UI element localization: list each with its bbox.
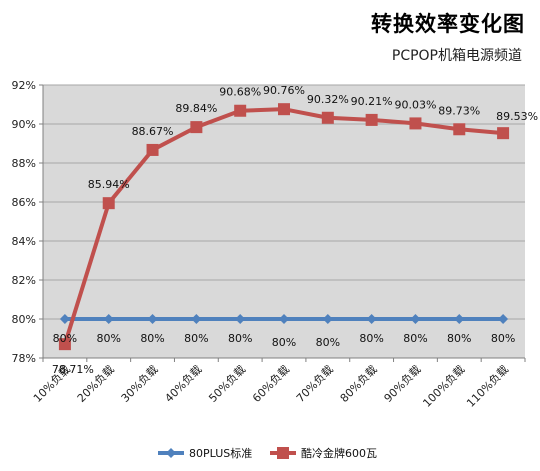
plot-area: [43, 85, 525, 358]
x-axis: 10%负载 20%负载 30%负载 40%负载 50%负载 60%负载 70%负载 80%负载…: [30, 357, 526, 410]
data-label: 90.21%: [351, 95, 393, 108]
series-1-point: [365, 113, 378, 126]
series-0-point: [454, 314, 465, 324]
y-tick-label: 84%: [12, 235, 36, 248]
x-tick-label: 100%负载: [420, 362, 468, 410]
data-label: 88.67%: [132, 125, 174, 138]
data-label: 90.03%: [394, 98, 436, 111]
y-tick-label: 86%: [12, 196, 36, 209]
data-label: 90.68%: [219, 86, 261, 99]
series-0-point: [322, 314, 333, 324]
series-0-point: [191, 314, 202, 324]
x-tick-label: 70%负载: [293, 362, 336, 405]
series-0-point: [498, 314, 509, 324]
y-tick-label: 82%: [12, 274, 36, 287]
series-1-point: [409, 117, 422, 130]
series-1-point: [190, 121, 203, 134]
data-label: 80%: [53, 332, 77, 345]
series-1-point: [321, 111, 334, 124]
data-label: 80%: [272, 336, 296, 349]
series-0-point: [235, 314, 246, 324]
data-label: 80%: [184, 332, 208, 345]
data-label: 85.94%: [88, 178, 130, 191]
x-tick-label: 40%负载: [162, 362, 205, 405]
data-label: 80%: [491, 332, 515, 345]
data-label: 89.53%: [496, 110, 538, 123]
series-0-point: [103, 314, 114, 324]
series-1-point: [453, 123, 466, 136]
data-label: 80%: [228, 332, 252, 345]
legend-marker: [166, 448, 176, 458]
y-tick-label: 92%: [12, 79, 36, 92]
series-layer: [58, 103, 510, 351]
y-tick-label: 80%: [12, 313, 36, 326]
x-tick-label: 90%负载: [381, 362, 424, 405]
legend-marker: [277, 447, 289, 459]
chart-subtitle: PCPOP机箱电源频道: [392, 48, 522, 64]
data-label: 89.84%: [175, 102, 217, 115]
series-1-point: [102, 197, 115, 210]
y-tick-label: 90%: [12, 118, 36, 131]
series-1-point: [58, 338, 71, 351]
y-axis: 78% 80% 82% 84% 86% 88% 90% 92%: [12, 79, 44, 365]
legend: 80PLUS标准 酷冷金牌600瓦: [158, 446, 377, 460]
data-label: 80%: [140, 332, 164, 345]
y-tick-label: 88%: [12, 157, 36, 170]
series-1-point: [146, 143, 159, 156]
x-tick-label: 50%负载: [206, 362, 249, 405]
x-tick-label: 30%负载: [118, 362, 161, 405]
data-labels: 80% 80% 80% 80% 80% 80% 80% 80% 80% 80% 80% 78.71% 8…: [52, 84, 538, 376]
data-label: 89.73%: [438, 104, 480, 117]
data-label: 80%: [316, 336, 340, 349]
data-label: 78.71%: [52, 363, 94, 376]
data-label: 90.32%: [307, 93, 349, 106]
y-tick-label: 78%: [12, 352, 36, 365]
series-1-point: [497, 127, 510, 140]
series-1-point: [278, 103, 290, 116]
chart-title: 转换效率变化图: [371, 12, 525, 36]
x-tick-label: 110%负载: [464, 362, 512, 410]
series-1-point: [234, 104, 247, 117]
series-0-point: [366, 314, 377, 324]
x-tick-label: 80%负载: [337, 362, 380, 405]
data-label: 80%: [403, 332, 427, 345]
data-label: 80%: [97, 332, 121, 345]
data-label: 90.76%: [263, 84, 305, 97]
data-label: 80%: [447, 332, 471, 345]
series-0-point: [279, 314, 289, 324]
series-0-point: [59, 314, 70, 324]
x-tick-label: 60%负载: [249, 362, 292, 405]
legend-label: 80PLUS标准: [189, 446, 252, 460]
series-0-point: [147, 314, 158, 324]
data-label: 80%: [359, 332, 383, 345]
legend-label: 酷冷金牌600瓦: [301, 446, 377, 460]
series-0-point: [410, 314, 421, 324]
